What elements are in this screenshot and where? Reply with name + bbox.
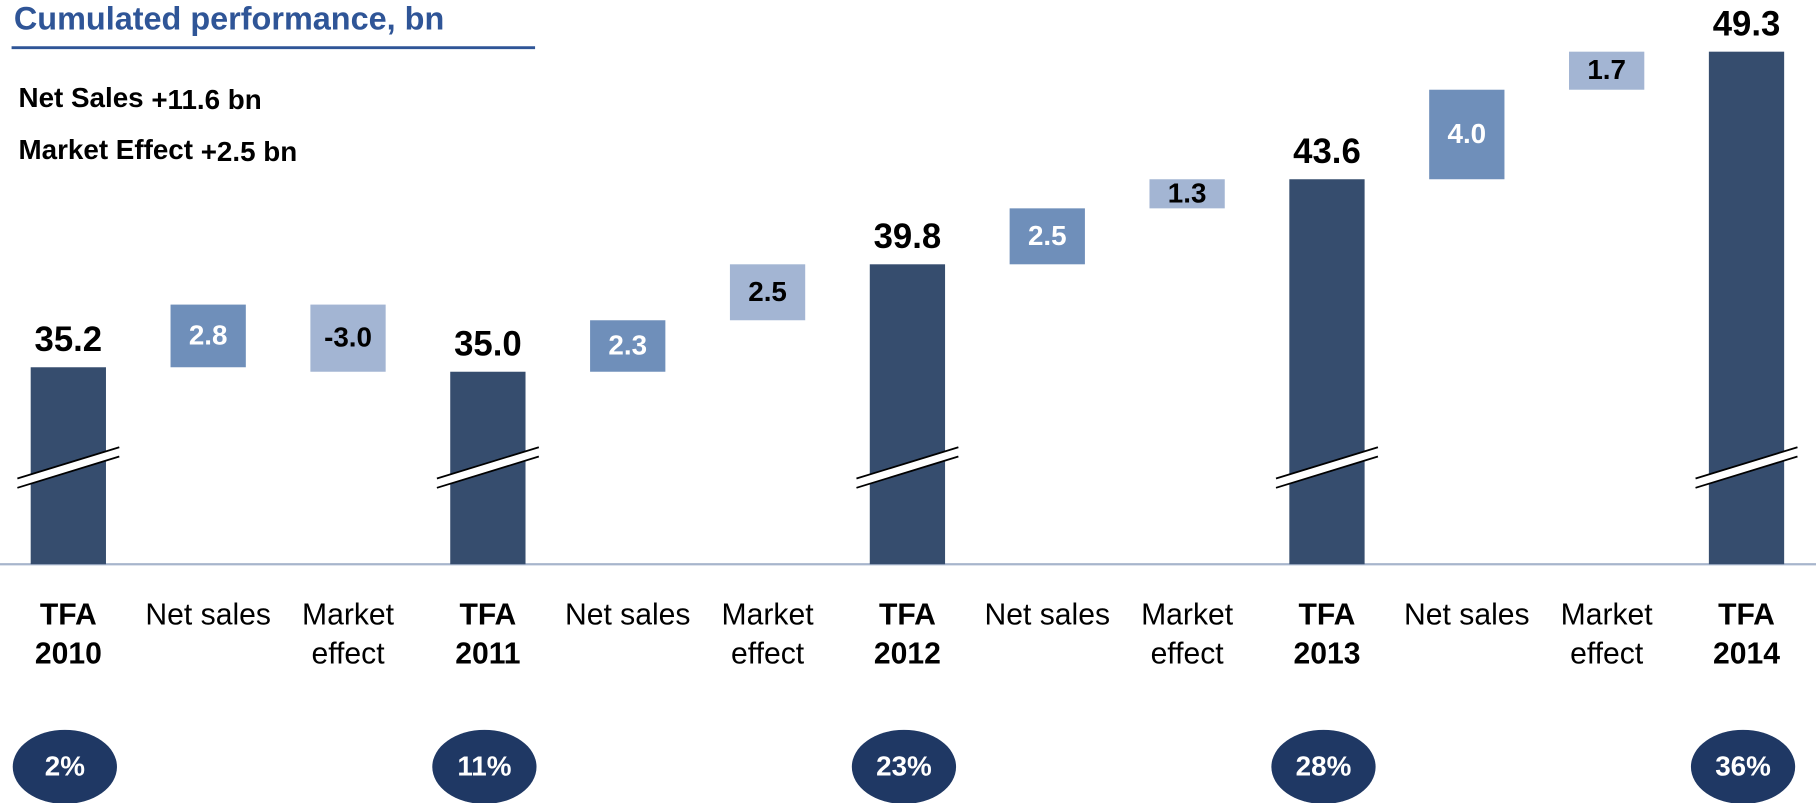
summary-value: +11.6 bn	[151, 84, 261, 115]
delta-bar	[170, 304, 246, 368]
x-tick-label: effect	[311, 638, 385, 671]
badge	[851, 729, 957, 803]
axis-break	[436, 447, 539, 488]
axis-break-line	[1695, 446, 1798, 480]
axis-break-line	[1275, 446, 1379, 480]
axis-break-line	[436, 446, 540, 480]
axis-break-line	[1275, 455, 1379, 489]
summary-line: Market Effect +2.5 bn	[19, 134, 298, 167]
axis-break	[17, 447, 120, 488]
badge-label: 11%	[457, 750, 511, 781]
value-label: 4.0	[1448, 118, 1487, 149]
badge	[432, 729, 537, 803]
value-label: 2.5	[1028, 220, 1067, 251]
value-label: 35.2	[35, 321, 103, 359]
value-label: 2.3	[608, 329, 647, 360]
x-tick-label: 2011	[455, 638, 520, 671]
summary-label: Net Sales	[19, 82, 144, 113]
axis-break-line	[17, 446, 120, 480]
total-bar	[1289, 179, 1365, 565]
chart-title: Cumulated performance, bn	[14, 1, 444, 37]
x-tick-label: 2014	[1713, 638, 1780, 671]
badge-label: 28%	[1296, 750, 1352, 781]
delta-bar	[1009, 208, 1085, 265]
axis-break-line	[856, 446, 959, 480]
x-tick-label: TFA	[1299, 598, 1356, 631]
x-tick-label: TFA	[459, 598, 516, 631]
delta-bar	[1429, 89, 1505, 180]
value-label: 1.3	[1168, 177, 1207, 208]
value-label: 35.0	[454, 325, 522, 363]
axis-break-line	[17, 455, 120, 489]
delta-bar	[729, 264, 806, 321]
axis-break	[856, 447, 959, 488]
x-tick-label: 2012	[874, 638, 941, 671]
x-tick-label: effect	[731, 638, 805, 671]
x-tick-label: Market	[1561, 598, 1654, 631]
x-tick-label: Market	[722, 598, 815, 631]
summary-value: +2.5 bn	[201, 137, 298, 168]
badge-label: 2%	[45, 750, 85, 781]
x-tick-label: TFA	[1718, 598, 1775, 631]
x-tick-label: TFA	[40, 598, 97, 631]
axis-break-line	[856, 455, 959, 489]
badge-label: 23%	[876, 750, 932, 781]
x-tick-label: effect	[1151, 638, 1225, 671]
x-tick-label: Net sales	[145, 598, 271, 631]
badge	[1271, 729, 1376, 803]
value-label: 2.8	[189, 319, 228, 350]
total-bar	[1708, 51, 1785, 565]
x-tick-label: effect	[1570, 638, 1644, 671]
axis-break-line	[1695, 455, 1798, 489]
x-tick-label: TFA	[879, 598, 936, 631]
x-tick-label: Market	[1141, 598, 1234, 631]
axis-break	[1695, 447, 1798, 488]
axis-break	[1276, 447, 1378, 488]
value-label: 43.6	[1293, 133, 1361, 171]
x-tick-label: 2010	[35, 638, 102, 671]
value-label: -3.0	[324, 322, 372, 353]
delta-bar	[310, 304, 386, 372]
badge	[12, 729, 117, 803]
x-tick-label: Net sales	[1404, 598, 1530, 631]
total-bar	[869, 264, 946, 565]
summary-label: Market Effect	[19, 134, 193, 165]
x-tick-label: Net sales	[985, 598, 1111, 631]
value-label: 49.3	[1713, 5, 1781, 43]
axis-break-line	[436, 455, 540, 489]
x-tick-label: 2013	[1293, 638, 1360, 671]
x-tick-label: Market	[302, 598, 395, 631]
delta-bar	[1569, 51, 1645, 90]
summary-line: Net Sales +11.6 bn	[19, 82, 262, 115]
value-label: 39.8	[874, 218, 942, 256]
value-label: 2.5	[748, 276, 787, 307]
x-tick-label: Net sales	[565, 598, 691, 631]
value-label: 1.7	[1587, 54, 1626, 85]
delta-bar	[590, 320, 666, 372]
badge-label: 36%	[1715, 750, 1771, 781]
delta-bar	[1149, 179, 1225, 209]
badge	[1690, 729, 1796, 803]
